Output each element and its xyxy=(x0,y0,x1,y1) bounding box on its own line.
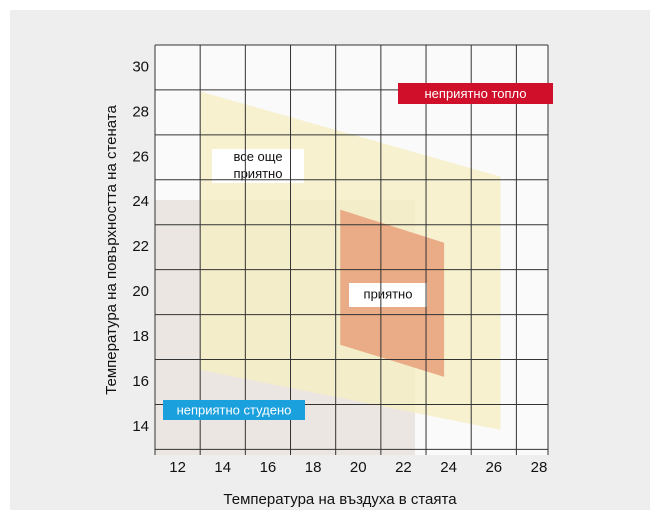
y-tick-label: 18 xyxy=(132,328,149,345)
x-axis-title: Температура на въздуха в стаята xyxy=(223,491,457,508)
y-tick-label: 20 xyxy=(132,283,149,300)
y-tick-label: 16 xyxy=(132,373,149,390)
x-tick-label: 16 xyxy=(260,459,277,476)
annotation: неприятно топло xyxy=(425,86,527,101)
y-tick-label: 24 xyxy=(132,193,149,210)
region-label: приятно xyxy=(364,286,413,301)
y-tick-label: 22 xyxy=(132,238,149,255)
region-label-box xyxy=(212,149,304,183)
annotation-box xyxy=(398,83,553,104)
x-tick-label: 14 xyxy=(214,459,231,476)
y-axis-title: Температура на повърхността на стената xyxy=(103,105,120,395)
x-tick-label: 24 xyxy=(440,459,457,476)
annotation-box xyxy=(163,400,305,420)
y-tick-label: 26 xyxy=(132,148,149,165)
region-label-box xyxy=(349,283,427,307)
x-tick-label: 22 xyxy=(395,459,412,476)
y-tick-label: 14 xyxy=(132,418,149,435)
x-tick-label: 18 xyxy=(305,459,322,476)
x-tick-label: 12 xyxy=(169,459,186,476)
annotation: неприятно студено xyxy=(177,402,292,417)
x-tick-label: 28 xyxy=(531,459,548,476)
x-tick-label: 26 xyxy=(485,459,502,476)
y-tick-label: 28 xyxy=(132,103,149,120)
x-tick-label: 20 xyxy=(350,459,367,476)
y-tick-label: 30 xyxy=(132,58,149,75)
